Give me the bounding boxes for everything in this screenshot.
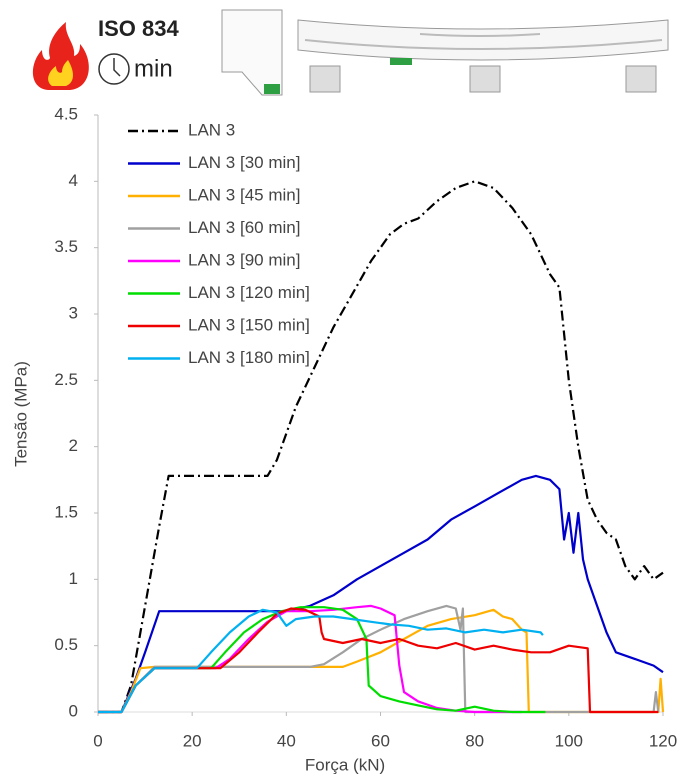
y-tick-label: 2 <box>69 436 78 455</box>
x-axis-label: Força (kN) <box>305 755 385 774</box>
x-tick-label: 100 <box>555 731 583 750</box>
legend-label: LAN 3 <box>188 120 235 139</box>
y-tick-label: 3.5 <box>54 237 78 256</box>
y-tick-label: 1.5 <box>54 502 78 521</box>
legend-label: LAN 3 [150 min] <box>188 315 310 334</box>
beam-sample <box>390 58 412 65</box>
x-tick-label: 120 <box>649 731 677 750</box>
support <box>469 65 501 93</box>
x-tick-label: 80 <box>465 731 484 750</box>
legend-label: LAN 3 [30 min] <box>188 153 300 172</box>
beam-line <box>419 33 541 37</box>
series-line <box>98 474 664 714</box>
clock-icon <box>98 53 130 85</box>
y-tick-label: 2.5 <box>54 370 78 389</box>
y-tick-label: 0.5 <box>54 635 78 654</box>
fire-core <box>48 60 73 86</box>
x-tick-label: 40 <box>277 731 296 750</box>
y-tick-label: 0 <box>69 701 78 720</box>
series-line <box>98 180 664 714</box>
section-drawing <box>221 9 283 96</box>
x-tick-label: 60 <box>371 731 390 750</box>
legend-label: LAN 3 [60 min] <box>188 218 300 237</box>
legend-label: LAN 3 [120 min] <box>188 283 310 302</box>
beam-drawing <box>297 19 669 61</box>
series-line <box>98 607 659 714</box>
y-tick-label: 3 <box>69 303 78 322</box>
legend-label: LAN 3 [180 min] <box>188 348 310 367</box>
fire-icon <box>32 22 89 90</box>
header-icons: ISO 834 min <box>32 9 669 96</box>
min-label: min <box>134 55 173 82</box>
legend-label: LAN 3 [45 min] <box>188 185 300 204</box>
y-tick-label: 4 <box>69 171 78 190</box>
iso-label: ISO 834 <box>98 16 179 41</box>
support <box>309 65 341 93</box>
legend-label: LAN 3 [90 min] <box>188 250 300 269</box>
x-tick-label: 20 <box>183 731 202 750</box>
beam-line <box>304 39 663 50</box>
series-line <box>98 608 544 714</box>
series-line <box>98 608 665 714</box>
y-tick-label: 1 <box>69 569 78 588</box>
series-line <box>98 606 546 714</box>
y-tick-label: 4.5 <box>54 104 78 123</box>
y-axis-label: Tensão (MPa) <box>11 361 30 467</box>
x-tick-label: 0 <box>93 731 102 750</box>
section-sample <box>264 84 280 94</box>
clock-hands <box>113 58 121 77</box>
support <box>625 65 657 93</box>
